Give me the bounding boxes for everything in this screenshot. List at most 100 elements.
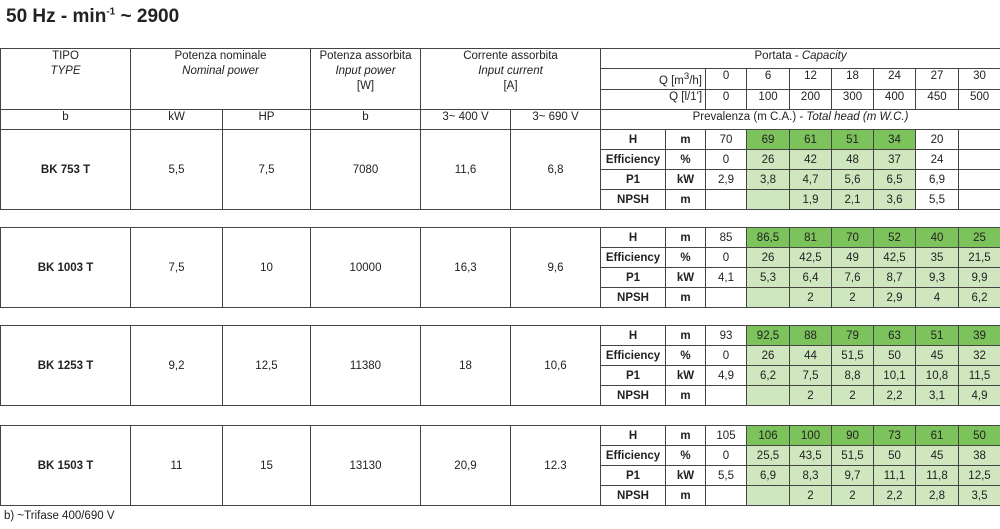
header-table: TIPO TYPE Potenza nominale Nominal power P… [0,48,1000,130]
model-a690: 12.3 [510,425,601,506]
value-cell: 3,8 [746,169,790,190]
q-label: Q [l/1'] [600,88,707,110]
perf-row: NPSH m 1,9 2,1 3,6 5,5 [1,189,1000,210]
value-cell: 12,5 [958,465,1000,486]
value-cell: 2 [831,287,874,308]
row-unit: m [665,325,706,346]
value-cell: 3,6 [873,189,916,210]
perf-row: NPSH m 2 2 2,9 4 6,2 [1,287,1000,308]
unit: [A] [503,80,518,92]
value-cell: 4,9 [958,385,1000,406]
type-header: TIPO TYPE [0,48,131,110]
value-cell: 2,8 [915,485,959,506]
value-cell: 10,8 [915,365,959,386]
value-cell: 26 [746,149,790,170]
value-cell: 11,1 [873,465,916,486]
row-label: Efficiency [600,149,666,170]
row-unit: % [665,345,706,366]
value-cell: 81 [789,227,832,248]
it: Prevalenza (m C.A.) - [692,110,807,123]
row-unit: m [665,485,706,506]
value-cell: 106 [746,425,790,446]
value-cell [705,485,747,506]
en: TYPE [50,65,81,77]
unit: 3~ 690 V [509,108,602,130]
q-value: 450 [915,88,960,110]
title-text: 50 Hz - min [6,6,107,27]
value-cell: 35 [915,247,959,268]
value-cell: 93 [705,325,747,346]
units-row: b kW HP b 3~ 400 V 3~ 690 V Prevalenza (… [0,108,1000,130]
en: Input current [478,65,543,77]
model-a690: 9,6 [510,227,601,308]
row-unit: % [665,149,706,170]
unit: kW [130,108,223,130]
value-cell: 8,8 [831,365,874,386]
value-cell: 2 [789,287,832,308]
unit: HP [222,108,311,130]
q-value: 30 [958,68,1000,90]
value-cell: 43,5 [789,445,832,466]
row-unit: kW [665,267,706,288]
q-value: 6 [746,68,791,90]
value-cell: 44 [789,345,832,366]
value-cell: 40 [915,227,959,248]
row-unit: % [665,247,706,268]
value-cell: 26 [746,345,790,366]
en: Input power [335,65,396,77]
model-kw: 5,5 [130,129,223,210]
row-label: H [600,227,666,248]
value-cell: 2 [831,485,874,506]
row-label: NPSH [600,485,666,506]
model-name: BK 1003 T [0,227,131,308]
value-cell: 61 [789,129,832,150]
perf-row: P1 kW 2,9 3,8 4,7 5,6 6,5 6,9 [1,169,1000,190]
q-value: 27 [915,68,960,90]
model-a400: 16,3 [420,227,511,308]
value-cell: 2,2 [873,485,916,506]
value-cell [746,287,790,308]
value-cell: 1,9 [789,189,832,210]
unit: b [0,108,131,130]
value-cell: 73 [873,425,916,446]
model-hp: 10 [222,227,311,308]
value-cell: 20 [915,129,959,150]
value-cell: 6,9 [746,465,790,486]
value-cell: 86,5 [746,227,790,248]
value-cell: 5,5 [915,189,959,210]
q-value: 12 [789,68,833,90]
value-cell: 2,1 [831,189,874,210]
row-label: H [600,325,666,346]
model-a400: 20,9 [420,425,511,506]
value-cell: 6,2 [746,365,790,386]
q-value: 0 [705,88,748,110]
value-cell: 69 [746,129,790,150]
it: Portata - [754,50,802,62]
row-label: P1 [600,169,666,190]
row-label: NPSH [600,385,666,406]
value-cell: 2,9 [873,287,916,308]
value-cell: 85 [705,227,747,248]
value-cell: 70 [831,227,874,248]
value-cell [705,385,747,406]
value-cell: 3,5 [958,485,1000,506]
value-cell: 25,5 [746,445,790,466]
row-label: P1 [600,267,666,288]
perf-row: Efficiency% 0 26 44 51,5 50 45 32 [1,345,1000,366]
model-a690: 6,8 [510,129,601,210]
perf-row: NPSH m 2 2 2,2 2,8 3,5 [1,485,1000,506]
value-cell: 34 [873,129,916,150]
value-cell: 50 [958,425,1000,446]
value-cell [958,189,1000,210]
en: Nominal power [182,65,259,77]
q-value: 200 [789,88,833,110]
value-cell: 7,6 [831,267,874,288]
row-unit: kW [665,365,706,386]
model-w: 7080 [310,129,421,210]
current-header: Corrente assorbita Input current [A] [419,48,602,110]
q-value: 100 [746,88,791,110]
